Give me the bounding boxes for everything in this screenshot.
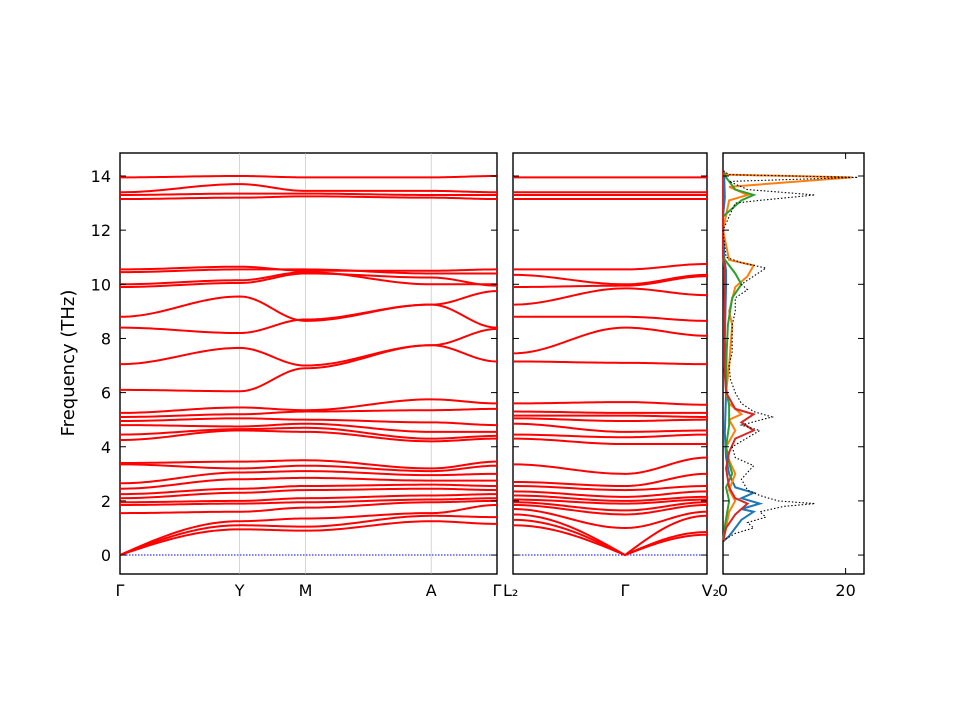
dos-x-tick-label: 20	[835, 581, 855, 600]
phonon-band	[119, 271, 497, 286]
y-tick-label: 10	[91, 275, 111, 294]
phonon-band	[513, 315, 708, 322]
phonon-band	[119, 426, 498, 440]
phonon-band	[512, 494, 708, 502]
phonon-band	[512, 437, 707, 446]
phonon-band	[119, 268, 497, 275]
phonon-band	[512, 490, 708, 498]
band-panel-main: 0 2 4 6 8 10 12 14 Γ Y M A Γ	[91, 152, 502, 600]
phonon-band	[512, 417, 707, 423]
phonon-band	[120, 493, 498, 504]
phonon-band	[512, 513, 708, 557]
dos-x-tick-labels: 0 20	[718, 581, 856, 600]
phonon-band	[119, 429, 498, 443]
phonon-band	[512, 275, 708, 289]
phonon-band	[119, 303, 498, 335]
phonon-band	[512, 326, 708, 355]
phonon-band	[513, 410, 707, 414]
phonon-band	[119, 195, 498, 201]
phonon-band	[119, 503, 498, 556]
phonon-band	[119, 272, 498, 289]
y-axis-ticks: 0 2 4 6 8 10 12 14	[91, 167, 497, 565]
y-axis-title: Frequency (THz)	[58, 290, 79, 437]
phonon-band	[119, 175, 498, 179]
phonon-band	[119, 290, 498, 322]
k-point-label: Y	[234, 581, 245, 600]
dos-x-tick-label: 0	[718, 581, 728, 600]
phonon-band	[119, 463, 498, 473]
k-point-label: Γ	[621, 581, 630, 600]
phonon-band	[119, 327, 498, 367]
band-lines	[119, 175, 498, 556]
k-point-label: V₂	[702, 581, 719, 600]
phonon-band	[512, 503, 708, 516]
y-tick-label: 2	[101, 492, 111, 511]
phonon-band	[512, 498, 708, 505]
phonon-band	[119, 265, 497, 272]
y-tick-label: 12	[91, 221, 111, 240]
phonon-band	[119, 422, 497, 433]
phonon-band	[120, 344, 498, 393]
phonon-band	[513, 263, 708, 271]
phonon-band	[119, 398, 498, 414]
phonon-band	[119, 470, 497, 485]
dos-projection-curve	[722, 170, 756, 542]
dos-panel: 0 20	[718, 152, 865, 600]
phonon-band	[512, 508, 708, 529]
phonon-band	[119, 183, 498, 194]
phonon-band	[119, 514, 497, 556]
phonon-band	[513, 414, 707, 418]
phonon-band	[512, 287, 708, 306]
dos-axis-ticks	[722, 153, 864, 574]
phonon-band	[512, 273, 708, 286]
y-tick-label: 4	[101, 438, 111, 457]
x-axis-tick-labels: L₂ Γ V₂	[503, 581, 719, 600]
phonon-band	[512, 485, 708, 492]
k-point-label: L₂	[503, 581, 518, 600]
phonon-band	[119, 520, 498, 556]
phonon-band	[513, 401, 708, 406]
phonon-band	[512, 433, 708, 439]
phonon-band	[119, 459, 498, 470]
phonon-band	[512, 360, 708, 366]
phonon-band	[119, 407, 497, 418]
y-tick-label: 0	[101, 546, 111, 565]
band-panel-secondary: L₂ Γ V₂	[503, 152, 719, 600]
phonon-band	[119, 483, 498, 496]
phonon-band	[119, 476, 497, 490]
k-point-label: Γ	[493, 581, 502, 600]
k-point-label: Γ	[116, 581, 125, 600]
phonon-band	[119, 487, 498, 500]
phonon-band	[119, 417, 498, 427]
k-point-label: A	[426, 581, 437, 600]
k-point-label: M	[299, 581, 313, 600]
band-lines	[512, 176, 708, 557]
phonon-band	[512, 501, 708, 512]
y-tick-label: 8	[101, 329, 111, 348]
phonon-band	[120, 499, 498, 515]
phonon-band	[512, 422, 707, 433]
y-tick-label: 6	[101, 384, 111, 403]
dos-total-curve	[722, 170, 858, 542]
phonon-band	[512, 456, 708, 475]
phonon-band	[120, 497, 498, 506]
phonon-band	[512, 472, 708, 488]
phonon-band	[120, 192, 497, 196]
y-axis-ticks	[513, 175, 707, 556]
y-tick-label: 14	[91, 167, 111, 186]
